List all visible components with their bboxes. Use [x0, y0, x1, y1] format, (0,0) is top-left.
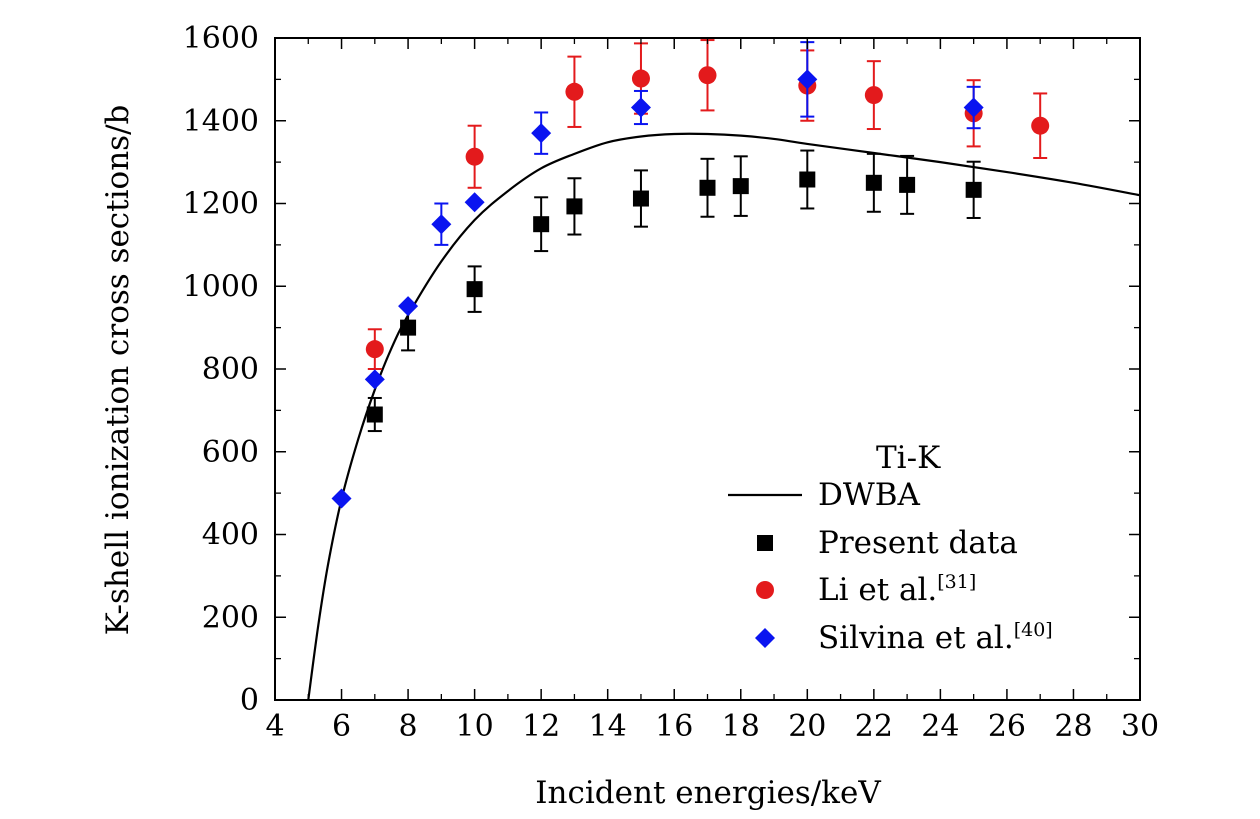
diamond-marker	[431, 214, 452, 235]
y-tick-label: 600	[202, 435, 259, 470]
x-tick-label: 28	[1054, 709, 1092, 744]
plot-frame	[274, 37, 1141, 701]
axis-layer: 4 6 8 10 12 14 16 18 20 22 24 26 28 30 0 200 400 600 800 10…	[183, 21, 1159, 744]
legend-superscript: [40]	[1014, 619, 1053, 641]
y-tick-label: 200	[202, 600, 259, 635]
square-marker	[366, 406, 383, 423]
dwba-curve	[307, 132, 1140, 700]
square-marker	[799, 171, 816, 188]
legend-label-3: Silvina et al.[40]	[818, 619, 1053, 656]
square-marker	[400, 319, 417, 336]
x-axis-label: Incident energies/keV	[535, 775, 881, 811]
x-tick-label: 22	[855, 709, 893, 744]
square-marker	[865, 174, 882, 191]
y-tick-label: 0	[240, 683, 259, 718]
diamond-marker	[464, 192, 485, 213]
square-marker	[533, 216, 550, 233]
diamond-marker	[364, 369, 385, 390]
y-tick-label: 800	[202, 352, 259, 387]
circle-marker	[1031, 116, 1050, 135]
legend-title: Ti-K	[876, 440, 941, 476]
circle-marker	[698, 66, 717, 85]
y-tick-label: 1200	[183, 187, 259, 222]
square-marker	[699, 179, 716, 196]
y-tick-label: 1600	[183, 21, 259, 56]
x-tick-label: 16	[655, 709, 693, 744]
circle-marker	[565, 82, 584, 101]
legend-circle-symbol	[756, 581, 774, 599]
legend-square-symbol	[757, 535, 773, 551]
circle-marker	[465, 147, 484, 166]
x-tick-label: 6	[332, 709, 351, 744]
diamond-marker	[531, 123, 552, 144]
legend-label-0: DWBA	[818, 477, 920, 513]
x-tick-label: 14	[589, 709, 627, 744]
square-marker	[466, 281, 483, 298]
plot-layer	[307, 39, 1140, 700]
y-axis-label: K-shell ionization cross sections/b	[100, 105, 136, 636]
diamond-marker	[630, 97, 651, 118]
square-marker	[632, 190, 649, 207]
square-marker	[566, 198, 583, 215]
x-tick-label: 12	[522, 709, 560, 744]
square-marker	[965, 181, 982, 198]
x-tick-label: 30	[1121, 709, 1159, 744]
diamond-marker	[797, 69, 818, 90]
diamond-marker	[331, 488, 352, 509]
x-tick-label: 24	[921, 709, 959, 744]
y-tick-label: 1000	[183, 269, 259, 304]
legend-label-1: Present data	[818, 525, 1018, 561]
y-tick-label: 1400	[183, 104, 259, 139]
x-tick-label: 10	[456, 709, 494, 744]
circle-marker	[864, 86, 883, 105]
x-tick-label: 8	[399, 709, 418, 744]
x-tick-label: 4	[265, 709, 284, 744]
square-marker	[899, 176, 916, 193]
legend-label-2: Li et al.[31]	[818, 571, 976, 608]
x-tick-label: 20	[788, 709, 826, 744]
legend-superscript: [31]	[937, 571, 976, 593]
circle-marker	[365, 340, 384, 359]
diamond-marker	[963, 97, 984, 118]
circle-marker	[631, 69, 650, 88]
x-tick-label: 18	[722, 709, 760, 744]
diamond-marker	[398, 296, 419, 317]
x-tick-label: 26	[988, 709, 1026, 744]
y-tick-label: 400	[202, 518, 259, 553]
legend-diamond-symbol	[755, 628, 775, 648]
square-marker	[732, 178, 749, 195]
legend: Ti-K DWBA Present data Li et al.[31] Silvin…	[728, 440, 1053, 656]
